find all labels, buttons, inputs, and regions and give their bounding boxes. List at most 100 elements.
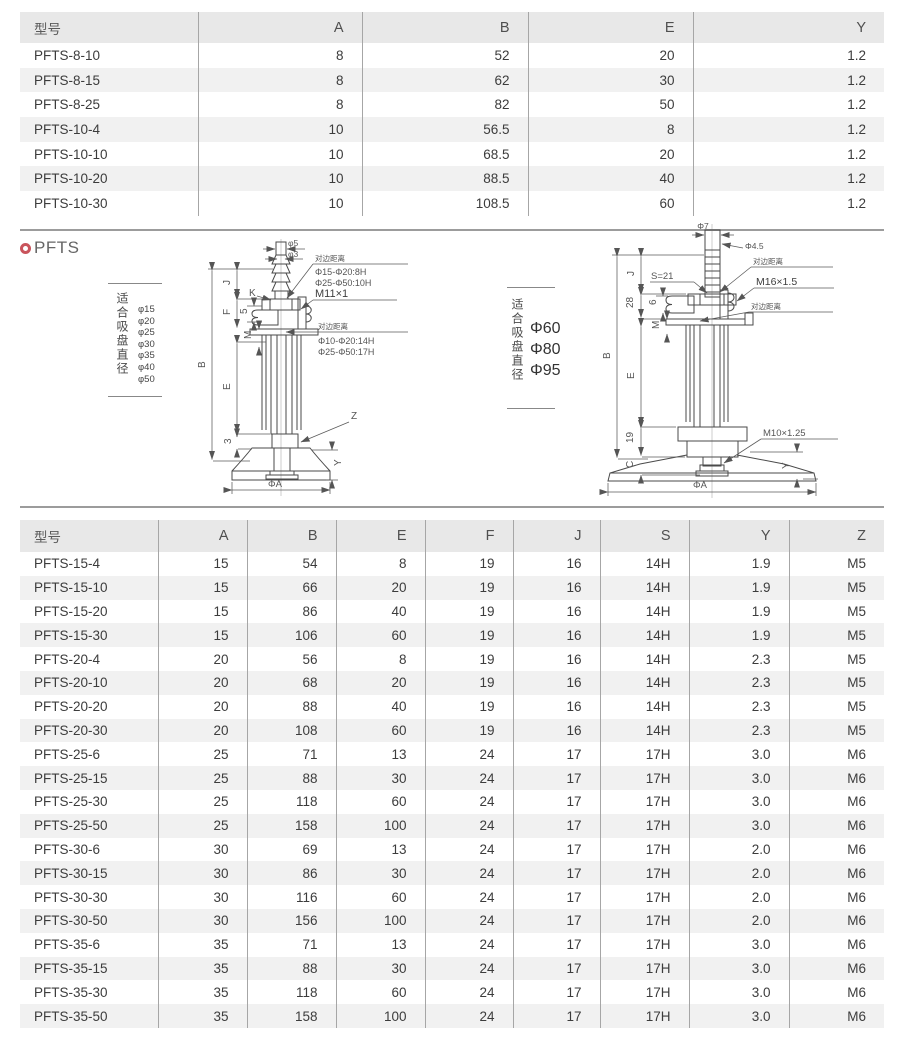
value-cell: 3.0 <box>689 742 790 767</box>
value-cell: 60 <box>336 623 426 648</box>
flats-spec: Φ25-Φ50:17H <box>318 347 374 357</box>
value-cell: M5 <box>847 556 866 572</box>
value-cell: 13 <box>336 742 426 767</box>
value-cell: 25 <box>158 742 248 767</box>
value-cell: 19 <box>425 694 514 719</box>
value-cell: 3.0 <box>689 766 790 790</box>
value-cell: 17H <box>600 885 690 909</box>
value-cell: M6 <box>847 746 866 762</box>
value-cell: M6 <box>847 960 866 976</box>
value-cell: 100 <box>336 1004 426 1028</box>
divider <box>108 396 162 397</box>
value-cell: 40 <box>528 166 694 192</box>
value-cell: 16 <box>513 599 601 624</box>
table-row: PFTS-25-15 25 88 30 24 17 17H 3.0 M6 <box>20 766 884 790</box>
model-cell: PFTS-35-6 <box>20 932 159 957</box>
value-cell: 158 <box>247 813 337 838</box>
thread-spec: M11×1 <box>315 288 348 300</box>
diameter-item: φ40 <box>138 361 155 373</box>
thread-spec: M10×1.25 <box>763 428 806 439</box>
column-header: A <box>198 12 363 43</box>
value-cell: 10 <box>198 166 363 192</box>
flats-note-label: 对边距离 <box>751 301 781 311</box>
value-cell: M5 <box>847 627 866 643</box>
value-cell: 35 <box>158 980 248 1005</box>
model-cell: PFTS-10-4 <box>20 117 199 142</box>
value-cell: 68 <box>247 670 337 695</box>
dim-5-label: 5 <box>239 308 250 314</box>
dim-3-label: 3 <box>223 438 234 444</box>
value-cell: 20 <box>528 43 694 68</box>
value-cell: 2.3 <box>689 694 790 719</box>
value-cell: 35 <box>158 1004 248 1028</box>
model-cell: PFTS-8-25 <box>20 92 199 118</box>
dim-e-label: E <box>626 372 637 379</box>
thread-spec: M16×1.5 <box>756 276 797 288</box>
value-cell: 60 <box>336 885 426 909</box>
value-cell: 108 <box>247 718 337 743</box>
value-cell: 14H <box>600 599 690 624</box>
dim-y-label: Y <box>333 459 344 466</box>
table-row: PFTS-35-6 35 71 13 24 17 17H 3.0 M6 <box>20 932 884 957</box>
value-cell: 30 <box>158 861 248 886</box>
value-cell: 16 <box>513 718 601 743</box>
diameter-item: Φ80 <box>530 341 561 358</box>
dim-k-label: K <box>249 288 256 299</box>
diameter-item: φ25 <box>138 327 155 339</box>
value-cell: 24 <box>425 885 514 909</box>
model-cell: PFTS-10-30 <box>20 191 199 216</box>
diagram-section: PFTS 适合吸盘直径 φ15 φ20 φ25 φ30 φ35 φ40 φ50 <box>20 221 884 508</box>
table-row: PFTS-8-25 8 82 50 1.2 <box>20 92 884 118</box>
value-cell: 20 <box>158 670 248 695</box>
value-cell: 56 <box>247 647 337 671</box>
value-cell: 8 <box>198 43 363 68</box>
column-header: 型号 <box>20 12 199 43</box>
value-cell: 17H <box>600 956 690 981</box>
model-cell: PFTS-25-30 <box>20 789 159 814</box>
dim-phiA-label: ΦA <box>268 479 283 490</box>
value-cell: 17 <box>513 956 601 981</box>
value-cell: 86 <box>247 861 337 886</box>
dim-j-label: J <box>626 271 637 276</box>
model-cell: PFTS-25-6 <box>20 742 159 767</box>
value-cell: 17H <box>600 908 690 933</box>
value-cell: 30 <box>336 956 426 981</box>
value-cell: 19 <box>425 670 514 695</box>
value-cell: 17H <box>600 980 690 1005</box>
value-cell: 71 <box>247 742 337 767</box>
column-header: 型号 <box>20 520 159 552</box>
table-row: PFTS-30-50 30 156 100 24 17 17H 2.0 M6 <box>20 908 884 933</box>
suction-fitting-outline <box>607 229 817 482</box>
dim-f-label: F <box>222 309 233 315</box>
value-cell: 24 <box>425 742 514 767</box>
value-cell: 17H <box>600 1004 690 1028</box>
header-row: 型号 A B E F J S Y Z <box>20 520 884 552</box>
model-cell: PFTS-30-50 <box>20 908 159 933</box>
value-cell: 3.0 <box>689 980 790 1005</box>
value-cell: 158 <box>247 1004 337 1028</box>
series-title: PFTS <box>20 238 79 258</box>
value-cell: 10 <box>198 191 363 216</box>
table-row: PFTS-8-15 8 62 30 1.2 <box>20 67 884 93</box>
value-cell: M6 <box>847 889 866 905</box>
value-cell: 19 <box>425 552 514 576</box>
value-cell: 15 <box>158 623 248 648</box>
value-cell: 14H <box>600 670 690 695</box>
dim-s-label: S=21 <box>651 271 673 282</box>
model-cell: PFTS-10-10 <box>20 141 199 167</box>
column-header: E <box>528 12 694 43</box>
value-cell: 1.9 <box>689 575 790 600</box>
value-cell: 3.0 <box>689 813 790 838</box>
value-cell: 1.9 <box>689 552 790 576</box>
table-row: PFTS-35-30 35 118 60 24 17 17H 3.0 M6 <box>20 980 884 1005</box>
series-bullet-icon <box>20 242 31 254</box>
value-cell: 2.3 <box>689 718 790 743</box>
value-cell: 35 <box>158 932 248 957</box>
value-cell: M6 <box>847 984 866 1000</box>
value-cell: 17H <box>600 742 690 767</box>
value-cell: 40 <box>336 694 426 719</box>
value-cell: 24 <box>425 813 514 838</box>
diameter-item: Φ95 <box>530 362 561 379</box>
value-cell: 100 <box>336 908 426 933</box>
table-row: PFTS-35-15 35 88 30 24 17 17H 3.0 M6 <box>20 956 884 981</box>
